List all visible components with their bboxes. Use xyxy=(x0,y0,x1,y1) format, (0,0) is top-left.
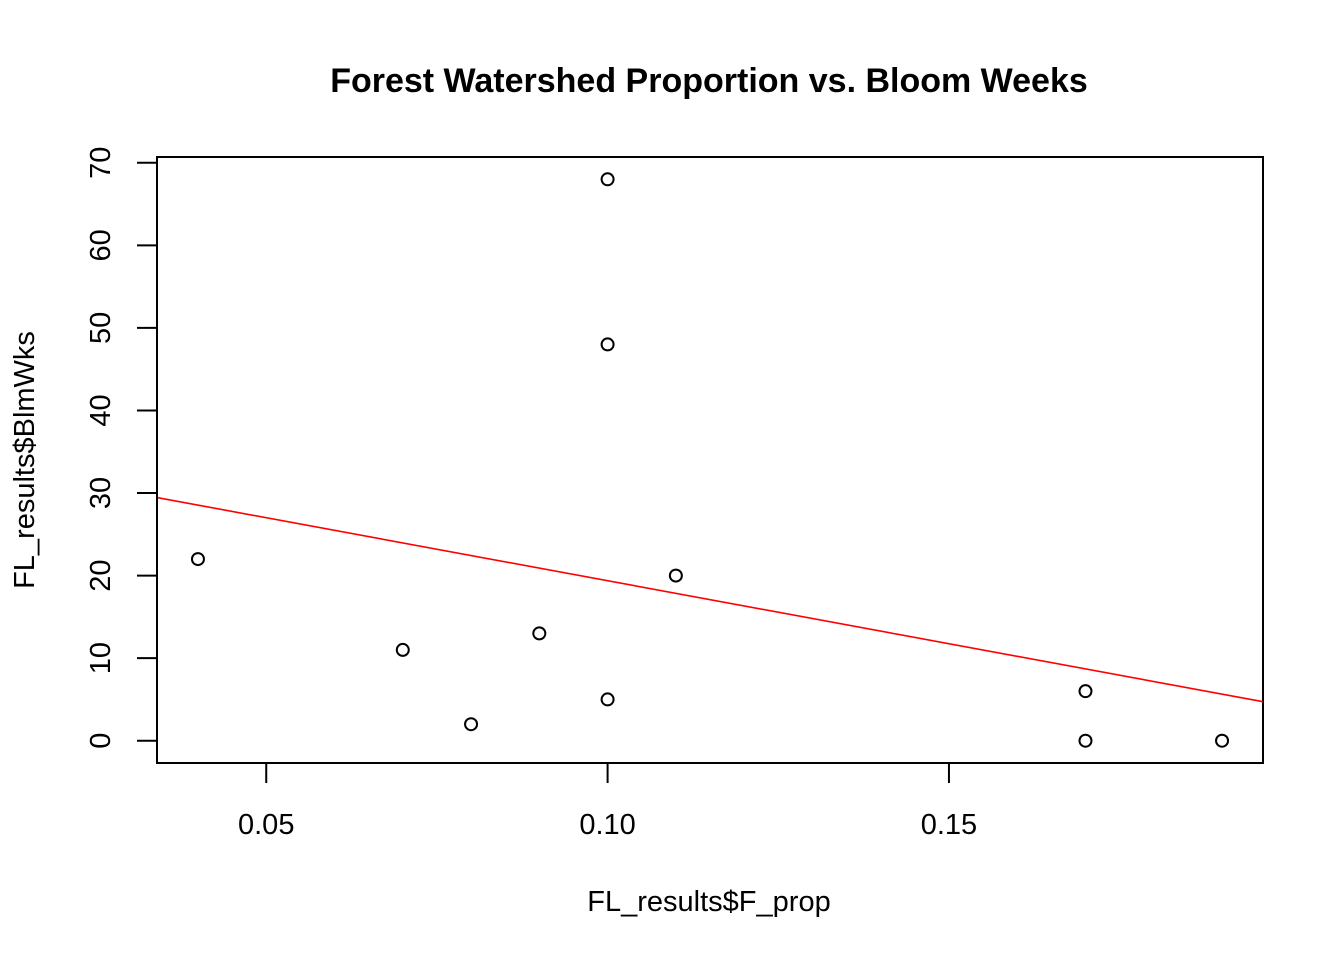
y-tick-label: 20 xyxy=(85,559,117,591)
x-tick-label: 0.15 xyxy=(921,809,977,841)
y-tick-label: 60 xyxy=(85,229,117,261)
x-axis: 0.05 0.10 0.15 xyxy=(238,762,977,841)
chart-title: Forest Watershed Proportion vs. Bloom We… xyxy=(330,62,1088,100)
data-point xyxy=(190,552,205,567)
data-point xyxy=(668,568,683,583)
y-axis-label: FL_results$BlmWks xyxy=(9,331,41,589)
plot-frame xyxy=(156,156,1264,764)
y-tick-label: 50 xyxy=(85,312,117,344)
data-point xyxy=(464,717,479,732)
regression-line-layer xyxy=(156,496,1264,703)
x-tick-label: 0.10 xyxy=(579,809,635,841)
data-point xyxy=(600,172,615,187)
y-tick-label: 10 xyxy=(85,642,117,674)
data-point xyxy=(1078,684,1093,699)
data-point xyxy=(532,626,547,641)
y-tick-label: 70 xyxy=(85,147,117,179)
y-axis: 0 10 20 30 40 50 60 70 xyxy=(85,147,158,749)
regression-line xyxy=(156,496,1264,703)
x-axis-label: FL_results$F_prop xyxy=(587,886,830,918)
y-tick-label: 40 xyxy=(85,394,117,426)
y-tick-label: 0 xyxy=(85,733,117,749)
data-point xyxy=(1215,733,1230,748)
data-point xyxy=(600,337,615,352)
y-tick-label: 30 xyxy=(85,477,117,509)
data-point xyxy=(395,642,410,657)
x-tick-label: 0.05 xyxy=(238,809,294,841)
data-point xyxy=(1078,733,1093,748)
data-point xyxy=(600,692,615,707)
points-layer xyxy=(190,172,1230,748)
